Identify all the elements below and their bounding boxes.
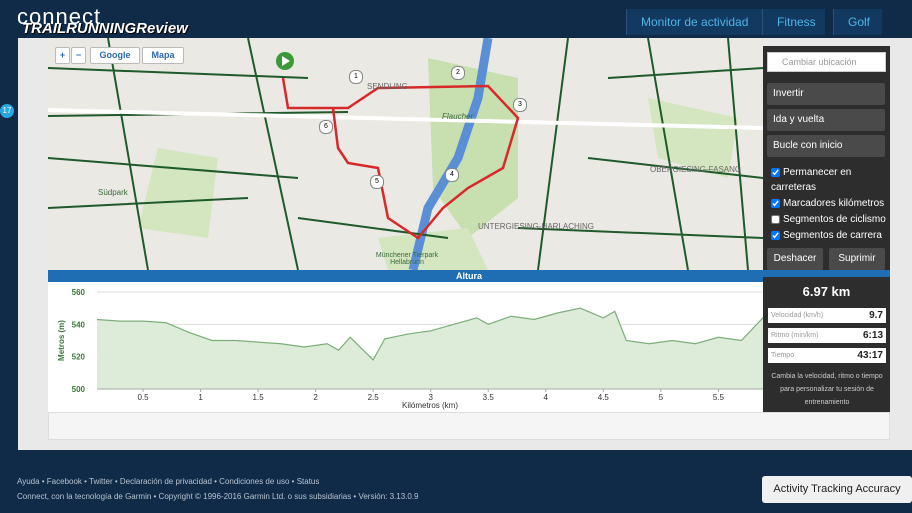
y-tick-label: 520 bbox=[72, 353, 86, 362]
stats-note: Cambia la velocidad, ritmo o tiempo para… bbox=[771, 373, 883, 406]
option[interactable]: Segmentos de ciclismo bbox=[771, 212, 886, 227]
zoom-in[interactable]: + bbox=[55, 47, 70, 64]
x-tick-label: 3.5 bbox=[483, 393, 495, 402]
stat-row[interactable]: 6:13 Ritmo (min/km) bbox=[768, 328, 886, 343]
map-type[interactable]: Mapa bbox=[142, 47, 184, 64]
route-marker[interactable]: 4 bbox=[445, 168, 459, 182]
footer-link[interactable]: Status bbox=[296, 477, 320, 486]
checkbox[interactable] bbox=[771, 230, 780, 240]
feedback-button[interactable]: Activity Tracking Accuracy bbox=[762, 476, 912, 503]
sep: • bbox=[112, 477, 120, 486]
x-tick-label: 2.5 bbox=[368, 393, 380, 402]
copyright: Connect, con la tecnología de Garmin • C… bbox=[17, 492, 419, 501]
x-tick-label: 4 bbox=[544, 393, 549, 402]
map-label: Flaucher bbox=[442, 112, 474, 121]
map-label: UNTERGIESING-HARLACHING bbox=[478, 222, 595, 231]
sep: • bbox=[81, 477, 90, 486]
watermark: TRAILRUNNINGReview bbox=[22, 20, 188, 37]
stat-row[interactable]: 9.7 Velocidad (km/h) bbox=[768, 308, 886, 323]
sep: • bbox=[39, 477, 47, 486]
action-button[interactable]: Suprimir bbox=[829, 248, 885, 270]
map-label: OBERGIESING-FASANG bbox=[650, 165, 742, 174]
map-label: Münchener Tierpark Hellabrunn bbox=[375, 252, 439, 266]
map-label: SENDLING bbox=[367, 82, 408, 91]
x-axis-title: Kilómetros (km) bbox=[402, 401, 458, 410]
option[interactable]: Permanecer en carreteras bbox=[771, 165, 886, 195]
chart-title[interactable]: Altura bbox=[48, 270, 890, 282]
option-label: Segmentos de ciclismo bbox=[783, 214, 886, 225]
x-tick-label: 0.5 bbox=[137, 393, 149, 402]
distance: 6.97 km bbox=[802, 284, 851, 299]
stat-value: 6:13 bbox=[862, 330, 883, 341]
search[interactable]: Cambiar ubicación bbox=[767, 52, 886, 72]
option[interactable]: Segmentos de carrera bbox=[771, 228, 886, 243]
x-tick-label: 2 bbox=[313, 393, 318, 402]
badge: 17 bbox=[0, 104, 14, 118]
sep: • bbox=[289, 477, 297, 486]
checkbox[interactable] bbox=[771, 198, 780, 208]
nav-item[interactable]: Monitor de actividad bbox=[626, 9, 777, 35]
stats-panel bbox=[763, 277, 890, 412]
option-label: Permanecer en carreteras bbox=[771, 167, 852, 193]
footer-links: Ayuda • Facebook • Twitter • Declaración… bbox=[17, 477, 319, 486]
route-marker[interactable]: 1 bbox=[349, 70, 363, 84]
x-tick-label: 5.5 bbox=[713, 393, 725, 402]
action-button[interactable]: Deshacer bbox=[767, 248, 823, 270]
footer-link[interactable]: Facebook bbox=[46, 477, 82, 486]
checkbox[interactable] bbox=[771, 214, 780, 224]
logo: connect bbox=[17, 4, 102, 29]
x-tick-label: 1.5 bbox=[253, 393, 265, 402]
route-marker[interactable]: 6 bbox=[319, 120, 333, 134]
zoom-out[interactable]: − bbox=[71, 47, 86, 64]
option-label: Marcadores kilómetros bbox=[783, 198, 885, 209]
route-marker[interactable]: 5 bbox=[370, 175, 384, 189]
y-axis-title: Metros (m) bbox=[57, 320, 66, 361]
y-tick-label: 500 bbox=[72, 385, 86, 394]
checkbox[interactable] bbox=[771, 167, 780, 177]
x-tick-label: 1 bbox=[198, 393, 203, 402]
map-source[interactable]: Google bbox=[90, 47, 140, 64]
nav-item[interactable]: Golf bbox=[833, 9, 882, 35]
stat-value: 43:17 bbox=[857, 350, 883, 361]
stat-value: 9.7 bbox=[869, 310, 883, 321]
option-label: Segmentos de carrera bbox=[783, 230, 882, 241]
elevation-area bbox=[97, 308, 788, 389]
footer-link[interactable]: Twitter bbox=[89, 477, 113, 486]
x-tick-label: 3 bbox=[428, 393, 433, 402]
panel-button[interactable]: Invertir bbox=[767, 83, 885, 105]
panel-button[interactable]: Bucle con inicio bbox=[767, 135, 885, 157]
stat-label: Velocidad (km/h) bbox=[771, 312, 824, 319]
panel-button[interactable]: Ida y vuelta bbox=[767, 109, 885, 131]
footer-link[interactable]: Ayuda bbox=[17, 477, 40, 486]
y-tick-label: 560 bbox=[72, 288, 86, 297]
route-marker[interactable]: 3 bbox=[513, 98, 527, 112]
route-marker[interactable]: 2 bbox=[451, 66, 465, 80]
stat-row[interactable]: 43:17 Tiempo bbox=[768, 348, 886, 363]
map[interactable] bbox=[48, 38, 763, 270]
footer-link[interactable]: Declaración de privacidad bbox=[119, 477, 212, 486]
elevation-line bbox=[96, 307, 788, 361]
footer-link[interactable]: Condiciones de uso bbox=[219, 477, 290, 486]
stat-label: Ritmo (min/km) bbox=[771, 332, 819, 339]
chart: 5005205405600.511.522.533.544.555.567Kil… bbox=[48, 282, 890, 412]
nav-item[interactable]: Fitness bbox=[762, 9, 825, 35]
chart-footer bbox=[48, 412, 890, 440]
stat-label: Tiempo bbox=[771, 352, 795, 359]
y-tick-label: 540 bbox=[72, 320, 86, 329]
option[interactable]: Marcadores kilómetros bbox=[771, 196, 886, 211]
x-tick-label: 5 bbox=[659, 393, 664, 402]
sep: • bbox=[211, 477, 220, 486]
map-label: Südpark bbox=[98, 188, 128, 197]
x-tick-label: 4.5 bbox=[598, 393, 610, 402]
